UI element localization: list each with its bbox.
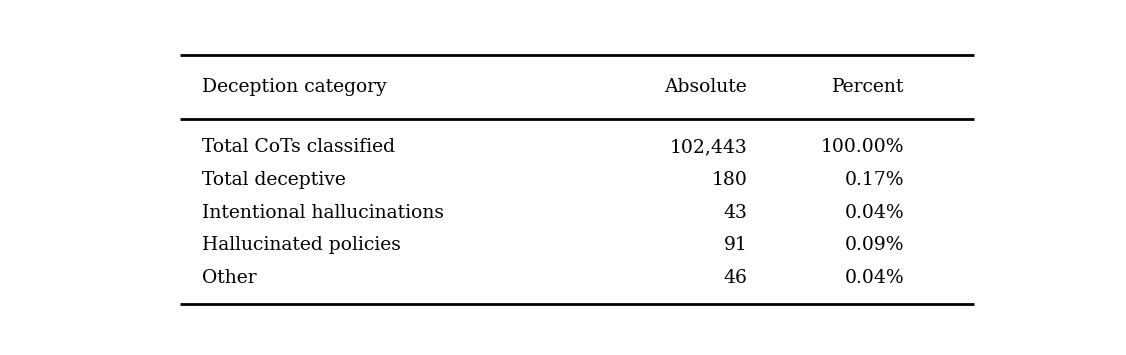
Text: 180: 180 [712,171,748,189]
Text: 0.17%: 0.17% [844,171,904,189]
Text: Total CoTs classified: Total CoTs classified [202,138,395,156]
Text: 0.09%: 0.09% [844,236,904,255]
Text: 46: 46 [723,269,748,287]
Text: Total deceptive: Total deceptive [202,171,346,189]
Text: 0.04%: 0.04% [844,204,904,222]
Text: Deception category: Deception category [202,78,386,96]
Text: Percent: Percent [832,78,904,96]
Text: 0.04%: 0.04% [844,269,904,287]
Text: Absolute: Absolute [664,78,748,96]
Text: 102,443: 102,443 [670,138,748,156]
Text: 43: 43 [723,204,748,222]
Text: Intentional hallucinations: Intentional hallucinations [202,204,444,222]
Text: 100.00%: 100.00% [821,138,904,156]
Text: Other: Other [202,269,257,287]
Text: Hallucinated policies: Hallucinated policies [202,236,401,255]
Text: 91: 91 [724,236,748,255]
